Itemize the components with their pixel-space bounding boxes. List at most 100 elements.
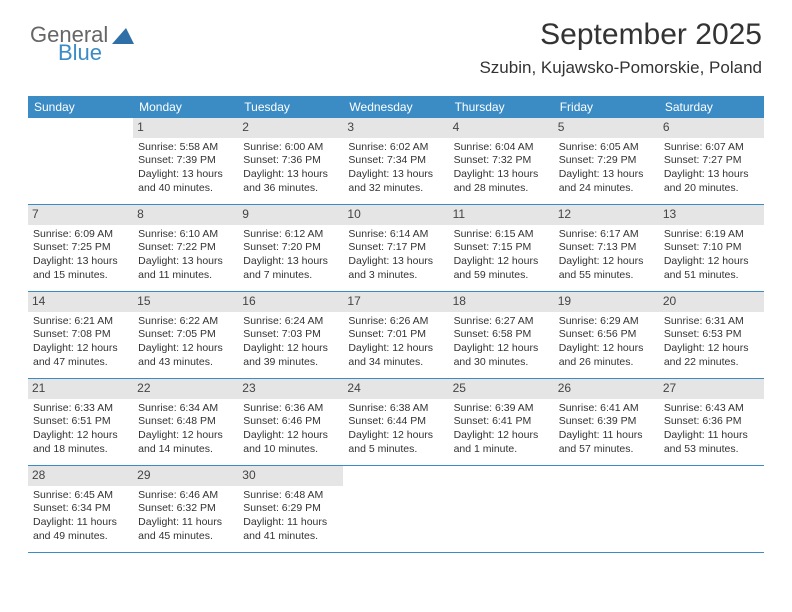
daylight-text: Daylight: 12 hours and 55 minutes.	[559, 255, 654, 282]
brand-logo: General Blue	[30, 22, 134, 48]
calendar-cell: 12Sunrise: 6:17 AMSunset: 7:13 PMDayligh…	[554, 205, 659, 291]
daylight-text: Daylight: 11 hours and 57 minutes.	[559, 429, 654, 456]
sunset-text: Sunset: 6:58 PM	[454, 328, 549, 342]
sunset-text: Sunset: 6:32 PM	[138, 502, 233, 516]
day-number: 14	[28, 292, 133, 312]
calendar-cell: 4Sunrise: 6:04 AMSunset: 7:32 PMDaylight…	[449, 118, 554, 204]
sunrise-text: Sunrise: 6:46 AM	[138, 489, 233, 503]
daylight-text: Daylight: 11 hours and 53 minutes.	[664, 429, 759, 456]
sunset-text: Sunset: 6:34 PM	[33, 502, 128, 516]
location-subtitle: Szubin, Kujawsko-Pomorskie, Poland	[479, 58, 762, 78]
sunset-text: Sunset: 7:36 PM	[243, 154, 338, 168]
sunset-text: Sunset: 7:10 PM	[664, 241, 759, 255]
sunset-text: Sunset: 7:01 PM	[348, 328, 443, 342]
sunrise-text: Sunrise: 6:22 AM	[138, 315, 233, 329]
sunset-text: Sunset: 7:03 PM	[243, 328, 338, 342]
sunset-text: Sunset: 6:51 PM	[33, 415, 128, 429]
sunset-text: Sunset: 7:15 PM	[454, 241, 549, 255]
calendar-cell: 20Sunrise: 6:31 AMSunset: 6:53 PMDayligh…	[659, 292, 764, 378]
day-number: 10	[343, 205, 448, 225]
day-number: 1	[133, 118, 238, 138]
day-number: 24	[343, 379, 448, 399]
day-number: 23	[238, 379, 343, 399]
weekday-header-row: Sunday Monday Tuesday Wednesday Thursday…	[28, 96, 764, 118]
daylight-text: Daylight: 13 hours and 36 minutes.	[243, 168, 338, 195]
day-number: 28	[28, 466, 133, 486]
day-number: 4	[449, 118, 554, 138]
daylight-text: Daylight: 13 hours and 15 minutes.	[33, 255, 128, 282]
sunrise-text: Sunrise: 6:43 AM	[664, 402, 759, 416]
sunset-text: Sunset: 6:56 PM	[559, 328, 654, 342]
day-number: 9	[238, 205, 343, 225]
sunrise-text: Sunrise: 6:41 AM	[559, 402, 654, 416]
sunrise-text: Sunrise: 6:04 AM	[454, 141, 549, 155]
calendar-cell	[343, 466, 448, 552]
daylight-text: Daylight: 12 hours and 10 minutes.	[243, 429, 338, 456]
calendar-cell: 29Sunrise: 6:46 AMSunset: 6:32 PMDayligh…	[133, 466, 238, 552]
sunset-text: Sunset: 6:29 PM	[243, 502, 338, 516]
sunrise-text: Sunrise: 6:33 AM	[33, 402, 128, 416]
weekday-header: Tuesday	[238, 96, 343, 118]
calendar-week-row: 7Sunrise: 6:09 AMSunset: 7:25 PMDaylight…	[28, 205, 764, 292]
day-number: 15	[133, 292, 238, 312]
weekday-header: Saturday	[659, 96, 764, 118]
sunset-text: Sunset: 6:41 PM	[454, 415, 549, 429]
sunset-text: Sunset: 7:32 PM	[454, 154, 549, 168]
day-number: 12	[554, 205, 659, 225]
day-number: 3	[343, 118, 448, 138]
day-number: 26	[554, 379, 659, 399]
calendar-cell: 10Sunrise: 6:14 AMSunset: 7:17 PMDayligh…	[343, 205, 448, 291]
daylight-text: Daylight: 12 hours and 5 minutes.	[348, 429, 443, 456]
sunrise-text: Sunrise: 6:45 AM	[33, 489, 128, 503]
day-number: 16	[238, 292, 343, 312]
sunrise-text: Sunrise: 6:26 AM	[348, 315, 443, 329]
daylight-text: Daylight: 12 hours and 30 minutes.	[454, 342, 549, 369]
calendar-cell: 1Sunrise: 5:58 AMSunset: 7:39 PMDaylight…	[133, 118, 238, 204]
calendar-cell: 14 Sunrise: 6:21 AMSunset: 7:08 PMDayligh…	[28, 292, 133, 378]
calendar-cell: 13Sunrise: 6:19 AMSunset: 7:10 PMDayligh…	[659, 205, 764, 291]
sunrise-text: Sunrise: 6:00 AM	[243, 141, 338, 155]
sunrise-text: Sunrise: 6:19 AM	[664, 228, 759, 242]
sunrise-text: Sunrise: 6:07 AM	[664, 141, 759, 155]
calendar-cell: 6Sunrise: 6:07 AMSunset: 7:27 PMDaylight…	[659, 118, 764, 204]
daylight-text: Daylight: 12 hours and 22 minutes.	[664, 342, 759, 369]
sunrise-text: Sunrise: 6:21 AM	[33, 315, 128, 329]
sunrise-text: Sunrise: 6:31 AM	[664, 315, 759, 329]
sunrise-text: Sunrise: 6:29 AM	[559, 315, 654, 329]
daylight-text: Daylight: 13 hours and 24 minutes.	[559, 168, 654, 195]
sunset-text: Sunset: 6:39 PM	[559, 415, 654, 429]
day-number: 7	[28, 205, 133, 225]
sunset-text: Sunset: 7:13 PM	[559, 241, 654, 255]
calendar-cell: 25Sunrise: 6:39 AMSunset: 6:41 PMDayligh…	[449, 379, 554, 465]
daylight-text: Daylight: 12 hours and 47 minutes.	[33, 342, 128, 369]
calendar-cell: 18Sunrise: 6:27 AMSunset: 6:58 PMDayligh…	[449, 292, 554, 378]
daylight-text: Daylight: 12 hours and 34 minutes.	[348, 342, 443, 369]
calendar-cell: 16Sunrise: 6:24 AMSunset: 7:03 PMDayligh…	[238, 292, 343, 378]
sunset-text: Sunset: 7:34 PM	[348, 154, 443, 168]
day-number: 19	[554, 292, 659, 312]
daylight-text: Daylight: 12 hours and 26 minutes.	[559, 342, 654, 369]
sunrise-text: Sunrise: 6:15 AM	[454, 228, 549, 242]
day-number: 13	[659, 205, 764, 225]
daylight-text: Daylight: 12 hours and 39 minutes.	[243, 342, 338, 369]
sunrise-text: Sunrise: 6:10 AM	[138, 228, 233, 242]
calendar-cell: 2Sunrise: 6:00 AMSunset: 7:36 PMDaylight…	[238, 118, 343, 204]
sunset-text: Sunset: 6:53 PM	[664, 328, 759, 342]
weekday-header: Wednesday	[343, 96, 448, 118]
day-number: 8	[133, 205, 238, 225]
sunrise-text: Sunrise: 6:27 AM	[454, 315, 549, 329]
sunset-text: Sunset: 7:29 PM	[559, 154, 654, 168]
sunrise-text: Sunrise: 6:12 AM	[243, 228, 338, 242]
sunset-text: Sunset: 7:05 PM	[138, 328, 233, 342]
calendar-week-row: 14Sunrise: 6:21 AMSunset: 7:08 PMDayligh…	[28, 292, 764, 379]
calendar-cell: 19 Sunrise: 6:29 AMSunset: 6:56 PMDayligh…	[554, 292, 659, 378]
calendar-cell: 27Sunrise: 6:43 AMSunset: 6:36 PMDayligh…	[659, 379, 764, 465]
sunrise-text: Sunrise: 6:34 AM	[138, 402, 233, 416]
page-header: September 2025 Szubin, Kujawsko-Pomorski…	[479, 18, 762, 78]
day-number: 27	[659, 379, 764, 399]
calendar-cell: 28Sunrise: 6:45 AMSunset: 6:34 PMDayligh…	[28, 466, 133, 552]
calendar-week-row: 1Sunrise: 5:58 AMSunset: 7:39 PMDaylight…	[28, 118, 764, 205]
sunset-text: Sunset: 7:08 PM	[33, 328, 128, 342]
daylight-text: Daylight: 12 hours and 14 minutes.	[138, 429, 233, 456]
weekday-header: Thursday	[449, 96, 554, 118]
